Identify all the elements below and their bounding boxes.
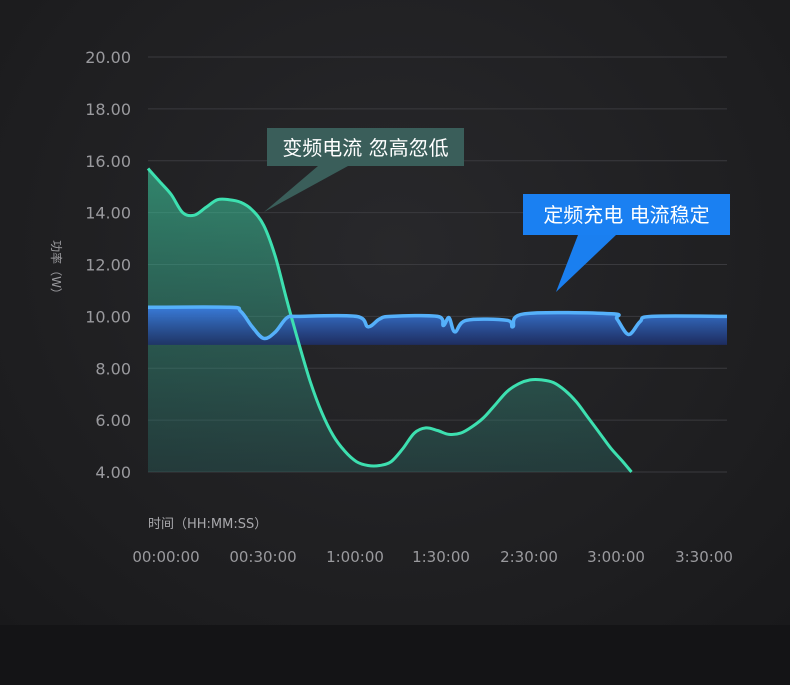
y-tick-labels: 20.00 18.00 16.00 14.00 12.00 10.00 8.00 6.00 4.…	[85, 48, 131, 482]
x-tick-label: 2:30:00	[500, 548, 558, 566]
x-axis-label: 时间（HH:MM:SS）	[148, 517, 267, 532]
x-tick-label: 00:00:00	[132, 548, 199, 566]
x-tick-label: 1:00:00	[326, 548, 384, 566]
x-tick-label: 1:30:00	[412, 548, 470, 566]
y-tick-label: 16.00	[85, 152, 131, 171]
y-tick-label: 20.00	[85, 48, 131, 67]
callout-fixed-text: 定频充电 电流稳定	[543, 203, 709, 227]
x-tick-label: 3:30:00	[675, 548, 733, 566]
series-variable-line	[146, 167, 633, 473]
y-tick-label: 8.00	[95, 359, 131, 378]
callout-fixed-box	[523, 194, 730, 235]
y-tick-label: 10.00	[85, 307, 131, 326]
y-tick-label: 4.00	[95, 463, 131, 482]
series-fixed-area	[148, 306, 727, 345]
callout-variable-pointer	[264, 166, 348, 212]
x-tick-label: 3:00:00	[587, 548, 645, 566]
bottom-band	[0, 625, 790, 685]
power-chart: 20.00 18.00 16.00 14.00 12.00 10.00 8.00 6.00 4.…	[49, 48, 733, 566]
callout-variable: 变频电流 忽高忽低	[264, 128, 464, 212]
callout-variable-text: 变频电流 忽高忽低	[282, 136, 448, 160]
y-tick-label: 12.00	[85, 256, 131, 275]
callout-variable-box	[267, 128, 464, 166]
y-tick-label: 6.00	[95, 411, 131, 430]
series-fixed-line	[147, 305, 728, 341]
y-tick-label: 14.00	[85, 204, 131, 223]
x-tick-label: 00:30:00	[229, 548, 296, 566]
y-axis-label: 功率（W）	[49, 240, 64, 300]
y-tick-label: 18.00	[85, 100, 131, 119]
callout-fixed-pointer	[556, 235, 616, 292]
chart-background	[0, 0, 790, 625]
callout-fixed: 定频充电 电流稳定	[523, 194, 730, 292]
series-variable-area	[148, 168, 632, 472]
x-tick-labels: 00:00:00 00:30:00 1:00:00 1:30:00 2:30:00 3:0…	[132, 548, 733, 566]
